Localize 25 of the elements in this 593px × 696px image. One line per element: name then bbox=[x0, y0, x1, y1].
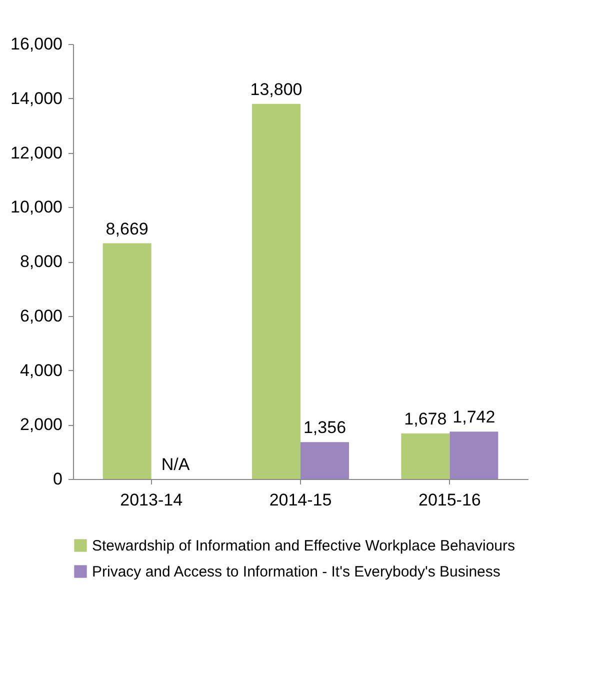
x-tick-label: 2015-16 bbox=[418, 490, 481, 510]
x-tick-label: 2013-14 bbox=[120, 490, 183, 510]
y-tick-label: 6,000 bbox=[20, 306, 62, 326]
data-label: 1,742 bbox=[452, 408, 496, 427]
y-tick-label: 8,000 bbox=[20, 252, 62, 271]
data-label: 13,800 bbox=[250, 80, 302, 99]
y-tick-label: 12,000 bbox=[10, 143, 62, 162]
y-tick-label: 0 bbox=[53, 470, 62, 488]
y-tick-label: 14,000 bbox=[10, 88, 62, 108]
bar bbox=[300, 442, 349, 479]
data-label: 1,678 bbox=[404, 409, 447, 428]
bar bbox=[252, 104, 300, 479]
y-tick-label: 4,000 bbox=[20, 360, 62, 380]
y-tick-label: 10,000 bbox=[10, 198, 62, 217]
bar bbox=[401, 433, 450, 479]
legend-label: Stewardship of Information and Effective Workplace Behaviours bbox=[92, 538, 516, 554]
data-label: 1,356 bbox=[303, 418, 346, 438]
text: N/A bbox=[161, 455, 190, 474]
data-label: 8,669 bbox=[106, 219, 148, 238]
legend-label: Privacy and Access to Information - It's Everybody's Business bbox=[92, 564, 500, 580]
bar bbox=[102, 243, 152, 479]
bar bbox=[450, 432, 498, 479]
x-tick-label: 2014-15 bbox=[269, 490, 332, 510]
y-tick-label: 2,000 bbox=[20, 415, 62, 434]
y-tick-label: 16,000 bbox=[10, 34, 62, 54]
